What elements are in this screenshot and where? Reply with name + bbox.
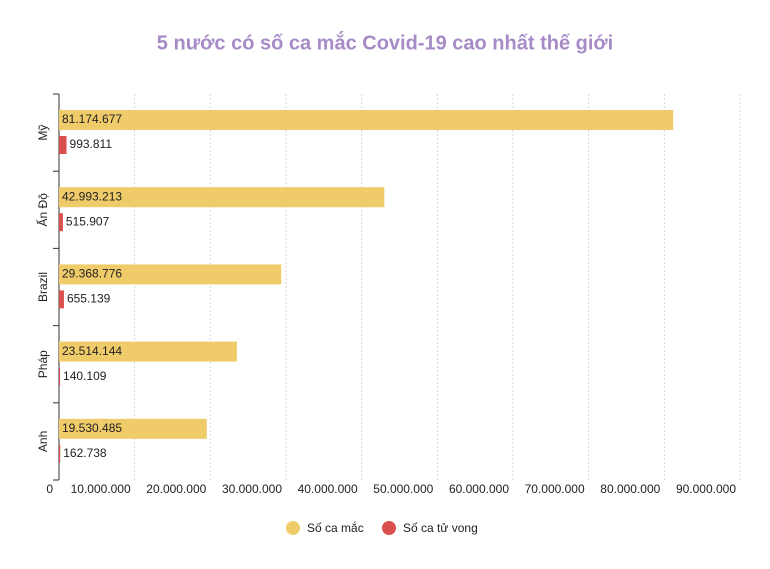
x-tick-label: 0 (46, 482, 53, 496)
value-label: 81.174.677 (62, 112, 122, 126)
x-tick-label: 90.000.000 (676, 482, 736, 496)
bar (59, 418, 207, 439)
value-label: 515.907 (66, 214, 110, 228)
x-tick-label: 40.000.000 (298, 482, 358, 496)
y-tick-label: Anh (36, 431, 50, 452)
value-label: 19.530.485 (62, 421, 122, 435)
value-label: 140.109 (63, 369, 107, 383)
bar (59, 264, 282, 285)
value-label: 162.738 (63, 446, 107, 460)
bar (59, 367, 61, 386)
bar (59, 136, 67, 154)
x-tick-label: 80.000.000 (600, 482, 660, 496)
value-label: 993.811 (70, 137, 113, 151)
legend-label: Số ca tử vong (403, 521, 478, 535)
value-label: 655.139 (67, 292, 111, 306)
y-tick-label: Ấn Độ (35, 193, 50, 227)
x-tick-label: 60.000.000 (449, 482, 509, 496)
x-tick-label: 70.000.000 (525, 482, 585, 496)
value-label: 23.514.144 (62, 344, 122, 358)
legend-marker (382, 521, 396, 535)
chart-title: 5 nước có số ca mắc Covid-19 cao nhất th… (157, 30, 613, 54)
bar (59, 290, 64, 309)
y-tick-label: Brazil (36, 272, 50, 302)
value-label: 42.993.213 (62, 189, 122, 203)
bar (59, 187, 385, 208)
value-label: 29.368.776 (62, 267, 122, 281)
legend-label: Số ca mắc (307, 520, 364, 535)
x-tick-label: 50.000.000 (373, 482, 433, 496)
legend-marker (286, 521, 300, 535)
x-tick-label: 20.000.000 (146, 482, 206, 496)
bar (59, 213, 63, 232)
bar (59, 341, 237, 362)
y-tick-label: Pháp (36, 350, 50, 378)
x-tick-label: 30.000.000 (222, 482, 282, 496)
bar (59, 110, 674, 130)
bar (59, 444, 61, 463)
x-tick-label: 10.000.000 (71, 482, 131, 496)
y-tick-label: Mỹ (36, 125, 50, 141)
